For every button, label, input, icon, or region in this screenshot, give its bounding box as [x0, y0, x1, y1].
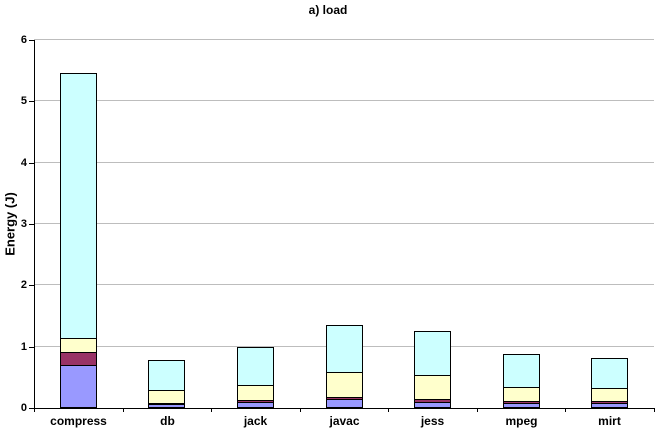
y-tick-label: 5 [20, 95, 27, 107]
bar-segment-light-yellow [148, 390, 185, 404]
x-tick-mark [388, 408, 389, 412]
y-tick-mark [29, 40, 34, 41]
gridline [34, 162, 654, 163]
x-tick-mark [654, 408, 655, 412]
plot-area [34, 39, 654, 408]
x-category-label: jack [243, 414, 268, 428]
bar-segment-top-light-cyan [591, 358, 628, 389]
y-tick-label: 2 [20, 279, 27, 291]
y-tick-label: 0 [20, 402, 27, 414]
bar-segment-top-light-cyan [148, 360, 185, 391]
y-axis-line [34, 40, 35, 409]
gridline [34, 284, 654, 285]
y-tick-label: 4 [20, 157, 27, 169]
x-tick-mark [34, 408, 35, 412]
bar-segment-bottom-periwinkle [326, 399, 363, 408]
x-tick-mark [477, 408, 478, 412]
bar-segment-top-light-cyan [326, 325, 363, 373]
x-tick-mark [300, 408, 301, 412]
bar-segment-top-light-cyan [503, 354, 540, 388]
bar-segment-light-yellow [503, 387, 540, 402]
x-category-label: mirt [598, 414, 621, 428]
y-tick-mark [29, 408, 34, 409]
y-tick-mark [29, 347, 34, 348]
gridline [34, 39, 654, 40]
bar-segment-plum [60, 352, 97, 366]
y-tick-mark [29, 285, 34, 286]
y-tick-mark [29, 224, 34, 225]
x-tick-mark [565, 408, 566, 412]
bar-segment-light-yellow [237, 385, 274, 401]
x-tick-mark [211, 408, 212, 412]
x-category-label: javac [329, 414, 360, 428]
chart-title: a) load [308, 3, 348, 17]
x-tick-mark [123, 408, 124, 412]
bar-segment-bottom-periwinkle [60, 365, 97, 408]
bar-segment-light-yellow [591, 388, 628, 402]
y-tick-mark [29, 163, 34, 164]
gridline [34, 100, 654, 101]
y-tick-label: 6 [20, 34, 27, 46]
bar-segment-top-light-cyan [414, 331, 451, 376]
y-tick-label: 3 [20, 218, 27, 230]
bar-segment-light-yellow [60, 338, 97, 353]
x-category-label: jess [420, 414, 445, 428]
gridline [34, 223, 654, 224]
x-category-label: db [160, 414, 175, 428]
y-tick-mark [29, 101, 34, 102]
bar-segment-top-light-cyan [237, 347, 274, 386]
bar-segment-top-light-cyan [60, 73, 97, 339]
x-category-label: mpeg [505, 414, 538, 428]
x-axis-line [34, 408, 655, 409]
bar-segment-light-yellow [414, 375, 451, 400]
y-tick-label: 1 [20, 341, 27, 353]
x-category-label: compress [50, 414, 107, 428]
bar-segment-light-yellow [326, 372, 363, 398]
